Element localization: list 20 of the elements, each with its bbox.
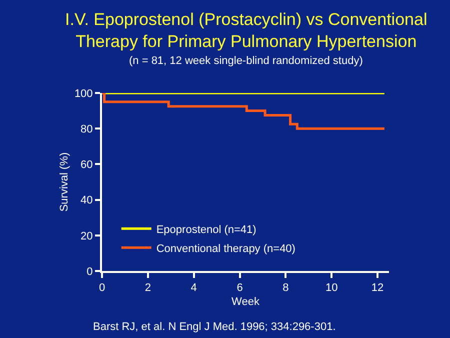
x-tick-label: 6 [236,282,243,294]
x-tick-label: 2 [144,282,151,294]
x-tick-label: 10 [325,282,338,294]
x-tick-label: 4 [190,282,197,294]
y-tick-label: 20 [80,230,93,242]
chart-title: I.V. Epoprostenol (Prostacyclin) vs Conventional Therapy for Primary Pulmonary Hypertension [65,10,428,52]
y-tick-label: 0 [86,266,93,278]
y-tick-label: 100 [74,88,93,100]
legend-label: Conventional therapy (n=40) [156,242,296,255]
text: Barst RJ, et al. N Engl J Med. 1996; 334:296-301. [93,321,336,333]
x-tick-label: 8 [282,282,289,294]
y-tick-label: 40 [80,194,93,207]
x-axis-title: Week [232,296,260,308]
chart-subtitle: (n = 81, 12 week single-blind randomized study) [129,55,363,67]
y-tick-label: 80 [80,123,93,136]
y-tick-label: 60 [80,159,93,172]
legend-label: Epoprostenol (n=41) [156,224,256,236]
x-tick-label: 12 [371,282,384,294]
y-axis-title: Survival (%) [58,152,71,212]
x-tick-label: 0 [98,282,106,294]
